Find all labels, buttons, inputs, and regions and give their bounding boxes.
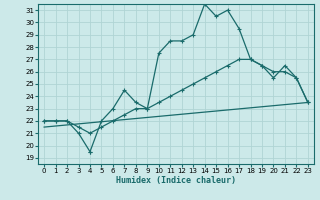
X-axis label: Humidex (Indice chaleur): Humidex (Indice chaleur) (116, 176, 236, 185)
